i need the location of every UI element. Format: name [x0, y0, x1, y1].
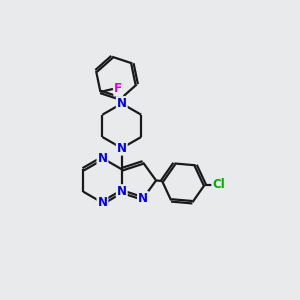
- Text: F: F: [114, 82, 122, 95]
- Text: N: N: [117, 185, 127, 198]
- Text: Cl: Cl: [212, 178, 225, 191]
- Text: N: N: [138, 192, 148, 205]
- Text: N: N: [117, 142, 127, 154]
- Text: N: N: [98, 196, 107, 209]
- Text: N: N: [98, 152, 107, 165]
- Text: N: N: [117, 97, 127, 110]
